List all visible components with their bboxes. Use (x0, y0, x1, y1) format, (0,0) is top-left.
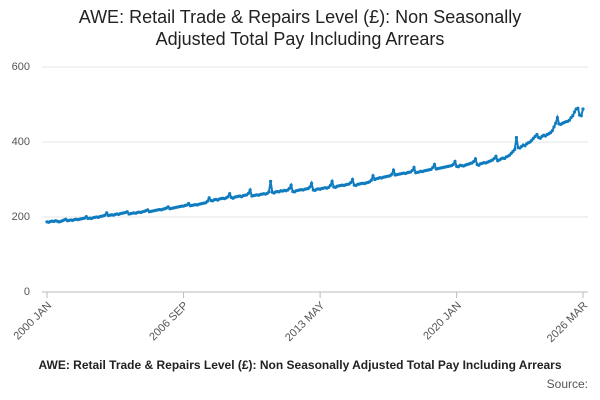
y-tick-label: 400 (12, 136, 30, 148)
point (308, 185, 312, 189)
point (494, 154, 498, 158)
point (513, 147, 517, 152)
point (248, 188, 252, 192)
x-tick-label: 2006 SEP (147, 300, 191, 344)
point (289, 183, 293, 187)
point (205, 199, 210, 203)
point (330, 179, 334, 183)
point (550, 129, 554, 133)
point (228, 192, 232, 196)
point (309, 181, 314, 185)
point (581, 107, 585, 111)
point (226, 195, 230, 199)
x-tick-label: 2000 JAN (12, 300, 55, 343)
point (473, 157, 478, 161)
point (105, 211, 109, 215)
x-tick-label: 2020 JAN (421, 300, 464, 343)
point (554, 121, 558, 125)
point (287, 186, 291, 191)
point (514, 135, 519, 140)
point (451, 162, 455, 167)
x-tick-label: 2013 MAY (283, 299, 328, 344)
point (555, 116, 559, 120)
point (472, 159, 476, 164)
point (103, 213, 107, 217)
y-tick-label: 600 (12, 61, 30, 73)
chart-title: AWE: Retail Trade & Repairs Level (£): N… (78, 7, 522, 49)
y-tick-label: 200 (12, 211, 30, 223)
point (207, 196, 211, 200)
point (187, 201, 191, 206)
point (371, 174, 375, 178)
point (349, 180, 353, 185)
point (246, 191, 251, 195)
point (432, 162, 437, 167)
point (431, 165, 435, 170)
series-line (46, 106, 584, 224)
point (567, 118, 571, 122)
y-tick-label: 0 (24, 286, 30, 298)
point (410, 168, 414, 173)
point (552, 125, 556, 129)
point (350, 177, 355, 182)
point (571, 114, 575, 118)
source: Source: (547, 377, 588, 391)
point (453, 159, 457, 164)
point (412, 165, 416, 170)
point (492, 156, 496, 161)
point (390, 172, 394, 176)
point (576, 106, 580, 110)
x-tick-label: 2026 MAR (545, 300, 590, 345)
point (391, 168, 396, 172)
point (328, 183, 332, 188)
point (535, 132, 539, 137)
point (369, 178, 373, 182)
point (572, 110, 577, 114)
point (125, 210, 129, 214)
footer-title: AWE: Retail Trade & Repairs Level (£): N… (38, 358, 561, 372)
point (269, 179, 273, 183)
point (579, 114, 583, 118)
point (267, 190, 271, 194)
